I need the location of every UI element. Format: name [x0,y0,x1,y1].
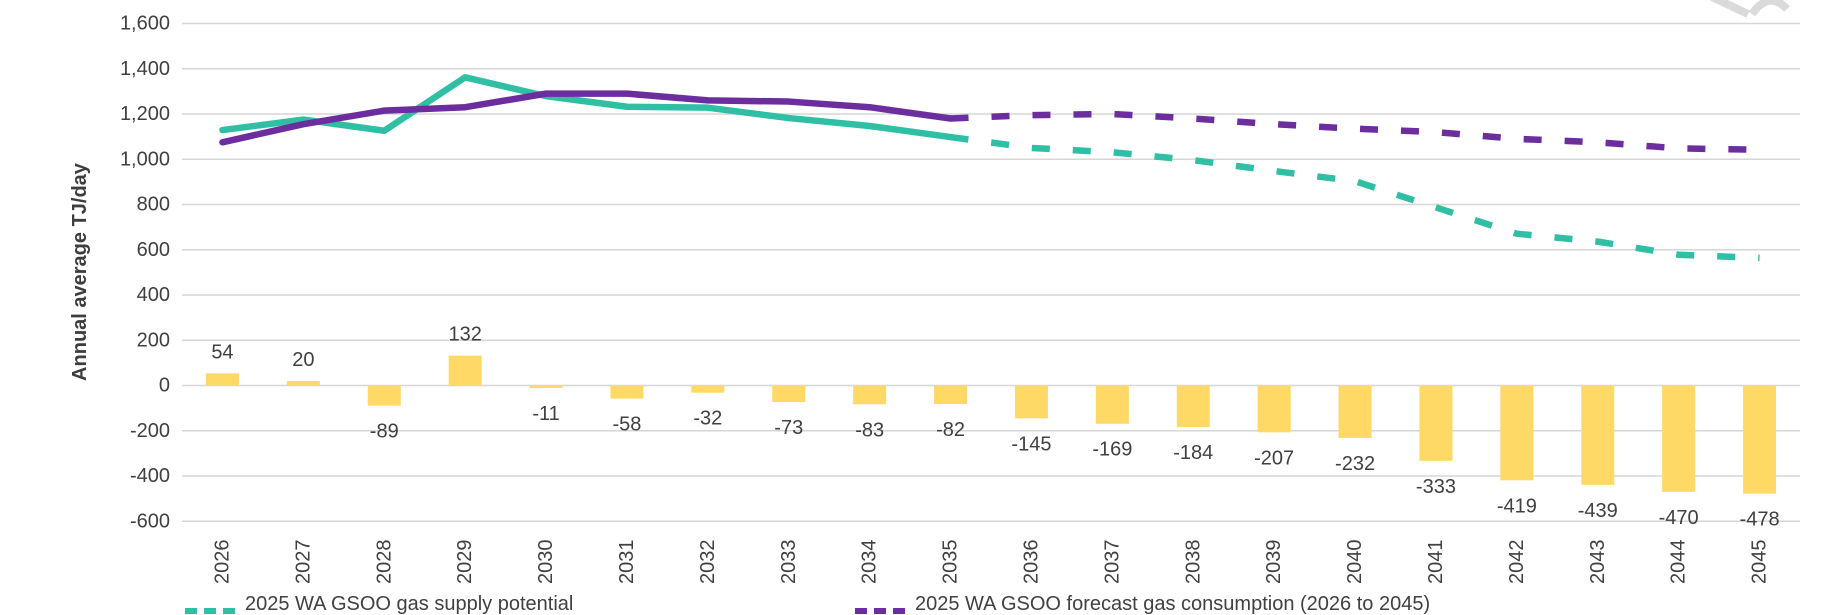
watermark-logo-fragment [1710,0,1750,18]
y-tick-label: 400 [137,284,170,306]
chart-svg: 1,600 1,400 1,200 1,000 800 600 400 200 0 -200 -40… [69,0,1800,585]
bar [205,373,239,386]
bar [367,385,401,406]
consumption-line-dashed [950,110,1760,153]
x-tick-label: 2045 [1749,540,1771,585]
bar-value-label: -73 [774,417,803,439]
y-tick-label: 1,600 [120,13,170,35]
supply-line-solid [219,74,954,141]
legend-item-consumption: 2025 WA GSOO forecast gas consumption (2… [855,594,1430,614]
x-tick-label: 2042 [1506,540,1528,585]
bar-value-label: -11 [532,403,559,425]
y-tick-label: 200 [137,329,170,351]
bar [1662,385,1696,492]
x-tick-label: 2034 [859,540,881,585]
bar [1500,385,1534,481]
bar-value-label: -478 [1740,509,1780,531]
bar-value-label: -207 [1254,447,1294,469]
x-tick-label: 2038 [1182,540,1204,585]
bar [1014,385,1048,419]
bar [1257,385,1291,433]
bar [1743,385,1777,494]
x-tick-label: 2031 [616,540,638,585]
bar-value-label: -333 [1416,476,1456,498]
x-tick-label: 2043 [1587,540,1609,585]
y-tick-label: 600 [137,239,170,261]
bar-value-label: -470 [1659,507,1699,529]
x-tick-label: 2036 [1020,540,1042,585]
bar-value-label: -439 [1578,500,1618,522]
x-tick-label: 2032 [697,540,719,585]
y-tick-label: -200 [130,420,170,442]
bar [610,385,644,399]
bar [448,355,482,386]
bar [691,385,725,393]
bar-value-label: -419 [1497,495,1537,517]
y-axis-title: Annual average TJ/day [69,162,91,381]
bar-value-label: -169 [1092,439,1132,461]
y-tick-label: 1,400 [120,58,170,80]
bar-value-label: 132 [448,324,481,346]
bar [772,385,806,403]
bar-value-label: -58 [612,414,641,436]
bar-value-label: -145 [1011,433,1051,455]
y-tick-label: -600 [130,510,170,532]
legend-item-supply: 2025 WA GSOO gas supply potential [185,594,573,614]
x-tick-label: 2029 [454,540,476,585]
x-tick-label: 2026 [211,540,233,585]
bar [1581,385,1615,485]
y-tick-label: 800 [137,194,170,216]
bar [1095,385,1129,424]
supply-line-swatch [185,608,235,614]
bar-value-label: 20 [292,349,314,371]
x-tick-label: 2030 [535,540,557,585]
x-tick-label: 2027 [292,540,314,585]
y-tick-label: 0 [159,375,170,397]
legend-label-consumption: 2025 WA GSOO forecast gas consumption (2… [915,593,1431,615]
bar-value-label: -82 [936,419,965,441]
x-tick-label: 2044 [1668,540,1690,585]
watermark-logo-fragment [1748,0,1790,17]
bar-value-label: -184 [1173,442,1213,464]
x-tick-label: 2028 [373,540,395,585]
y-tick-label: 1,000 [120,148,170,170]
bar-value-label: -32 [693,408,722,430]
x-tick-label: 2035 [940,540,962,585]
y-tick-label: 1,200 [120,103,170,125]
x-tick-label: 2037 [1101,540,1123,585]
bar [529,385,563,388]
consumption-line-swatch [855,608,905,614]
consumption-line-solid [219,90,954,146]
bar [1176,385,1210,428]
y-tick-label: -400 [130,465,170,487]
legend-label-supply: 2025 WA GSOO gas supply potential [245,593,574,615]
bar [286,380,320,386]
x-tick-label: 2039 [1263,540,1285,585]
gas-supply-demand-chart: 1,600 1,400 1,200 1,000 800 600 400 200 0 -200 -40… [69,0,1800,585]
bar [1338,385,1372,438]
bar-value-label: -232 [1335,453,1375,475]
x-tick-label: 2040 [1344,540,1366,585]
supply-line-dashed [950,133,1760,262]
bar [1419,385,1453,461]
bar-value-label: 54 [211,341,233,363]
x-tick-label: 2033 [778,540,800,585]
bar-value-label: -89 [370,421,399,443]
bar [934,385,968,405]
bar-value-label: -83 [855,419,884,441]
bar [853,385,887,405]
x-tick-label: 2041 [1425,540,1447,585]
